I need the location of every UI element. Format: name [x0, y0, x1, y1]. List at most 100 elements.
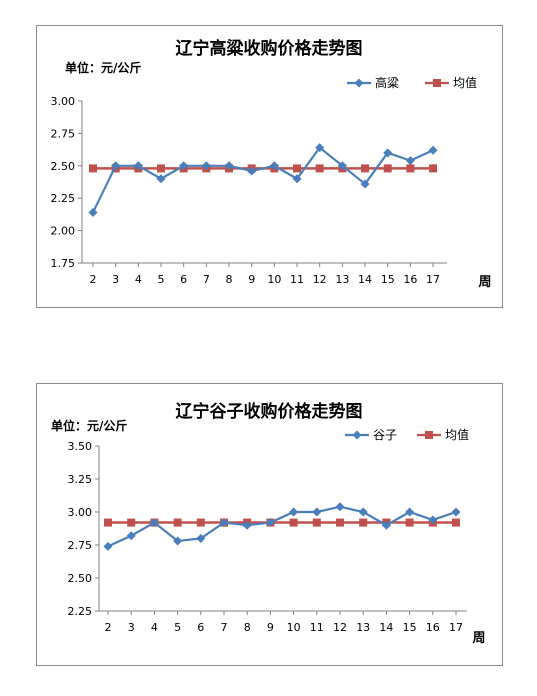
- data-point: [383, 148, 393, 158]
- data-point: [337, 161, 347, 171]
- data-point: [312, 507, 322, 517]
- data-point: [224, 161, 234, 171]
- data-point: [360, 179, 370, 189]
- data-point: [247, 166, 257, 176]
- x-tick-label: 8: [244, 621, 251, 634]
- data-point: [173, 536, 183, 546]
- data-point: [289, 507, 299, 517]
- data-point: [452, 518, 460, 527]
- y-tick-label: 3.25: [68, 473, 93, 486]
- data-point: [358, 507, 368, 517]
- x-tick-label: 11: [290, 273, 304, 286]
- data-point: [429, 164, 438, 173]
- data-point: [88, 207, 98, 217]
- x-tick-label: 4: [151, 621, 158, 634]
- x-tick-label: 15: [381, 273, 395, 286]
- data-point: [269, 161, 279, 171]
- data-point: [289, 518, 298, 527]
- y-tick-label: 3.00: [68, 506, 93, 519]
- x-axis-label: 周: [478, 275, 491, 290]
- data-point: [335, 502, 345, 512]
- x-tick-label: 2: [90, 273, 97, 286]
- data-point: [451, 507, 461, 517]
- x-tick-label: 16: [403, 273, 417, 286]
- unit-label: 单位：元/公斤: [51, 418, 127, 433]
- data-point: [103, 541, 113, 551]
- data-point: [149, 518, 159, 528]
- data-point: [127, 518, 136, 527]
- sorghum-chart-svg: 辽宁高粱收购价格走势图 单位：元/公斤 周 3.00 2.75 2.50 2.25 2.…: [51, 38, 492, 290]
- data-point: [361, 164, 370, 173]
- legend-label: 谷子: [373, 428, 397, 442]
- data-point: [111, 161, 121, 171]
- data-point: [156, 174, 166, 184]
- x-tick-label: 13: [335, 273, 349, 286]
- x-tick-label: 5: [174, 621, 181, 634]
- data-point: [265, 518, 275, 528]
- x-tick-label: 14: [379, 621, 393, 634]
- x-tick-label: 16: [426, 621, 440, 634]
- y-tick-label: 2.50: [51, 160, 76, 173]
- y-tick-label: 2.50: [68, 572, 93, 585]
- data-point: [293, 164, 302, 173]
- data-point: [179, 161, 189, 171]
- data-point: [219, 518, 229, 528]
- x-tick-label: 9: [267, 621, 274, 634]
- data-point: [405, 156, 415, 166]
- x-tick-label: 11: [310, 621, 324, 634]
- y-tick-label: 2.00: [51, 225, 76, 238]
- x-tick-label: 2: [105, 621, 112, 634]
- data-point: [89, 164, 97, 173]
- x-tick-label: 5: [158, 273, 165, 286]
- data-point: [383, 164, 392, 173]
- x-tick-label: 6: [180, 273, 187, 286]
- data-point: [133, 161, 143, 171]
- data-point: [405, 518, 414, 527]
- x-tick-label: 7: [221, 621, 228, 634]
- y-tick-label: 2.25: [68, 605, 93, 618]
- data-point: [315, 164, 324, 173]
- x-tick-label: 8: [226, 273, 233, 286]
- legend-marker: [425, 431, 433, 439]
- x-tick-label: 4: [135, 273, 142, 286]
- legend-marker: [352, 430, 362, 440]
- x-tick-label: 10: [267, 273, 281, 286]
- series-line-price: [92, 146, 434, 213]
- legend-marker: [354, 78, 364, 88]
- data-point: [292, 174, 302, 184]
- data-point: [196, 518, 205, 527]
- data-point: [157, 164, 166, 173]
- data-point: [336, 518, 344, 527]
- data-point: [126, 531, 136, 541]
- plot-area: 3.00 2.75 2.50 2.25 2.00 1.75 2 3 4 5 6 7 8 9 10 11 12 13…: [51, 75, 478, 286]
- x-tick-label: 7: [203, 273, 210, 286]
- x-tick-label: 13: [356, 621, 370, 634]
- legend-label: 高粱: [375, 75, 399, 90]
- data-point: [405, 507, 415, 517]
- x-tick-label: 12: [313, 273, 327, 286]
- x-tick-label: 12: [333, 621, 347, 634]
- x-tick-label: 3: [112, 273, 119, 286]
- x-tick-label: 10: [287, 621, 301, 634]
- data-point: [315, 143, 325, 153]
- x-tick-label: 6: [197, 621, 204, 634]
- data-point: [312, 518, 321, 527]
- unit-label: 单位：元/公斤: [65, 60, 141, 75]
- data-point: [104, 518, 112, 527]
- data-point: [242, 520, 252, 530]
- x-tick-label: 3: [128, 621, 135, 634]
- sorghum-price-chart: 辽宁高粱收购价格走势图 单位：元/公斤 周 3.00 2.75 2.50 2.25 2.…: [36, 25, 503, 308]
- data-point: [428, 145, 438, 155]
- x-tick-label: 15: [403, 621, 417, 634]
- data-point: [201, 161, 211, 171]
- data-point: [381, 520, 391, 530]
- x-tick-label: 9: [248, 273, 255, 286]
- y-tick-label: 2.25: [51, 192, 76, 205]
- chart-title: 辽宁高粱收购价格走势图: [176, 38, 363, 59]
- legend-marker: [433, 79, 441, 87]
- series-line-price: [107, 505, 457, 548]
- data-point: [173, 518, 182, 527]
- y-tick-label: 3.50: [68, 440, 93, 453]
- millet-chart-svg: 辽宁谷子收购价格走势图 单位：元/公斤 周 3.50 3.25 3.00 2.75 2.…: [51, 401, 486, 646]
- legend-label: 均值: [453, 75, 477, 90]
